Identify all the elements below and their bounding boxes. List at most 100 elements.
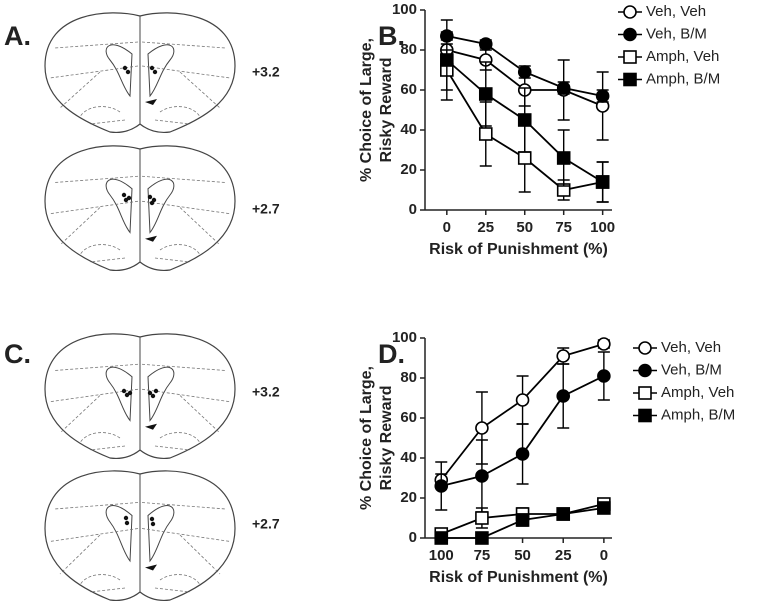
marker [556, 81, 571, 95]
legend-label: Veh, B/M [646, 25, 707, 42]
marker [475, 531, 489, 545]
infusion-site [126, 195, 132, 201]
y-tick-label: 100 [392, 329, 417, 346]
anatomy-line [79, 106, 126, 125]
accumbens-mark [145, 423, 157, 430]
ventricle [147, 366, 175, 422]
panel-label: A. [4, 21, 31, 51]
marker [556, 507, 571, 521]
marker [475, 421, 489, 435]
coordinate-label: +2.7 [252, 201, 280, 217]
y-tick-label: 20 [400, 489, 417, 506]
marker [478, 37, 493, 51]
infusion-site [125, 69, 131, 75]
ventricle [105, 366, 133, 422]
marker [515, 447, 530, 461]
y-tick-label: 80 [400, 41, 417, 58]
coordinate-label: +2.7 [252, 516, 280, 532]
y-axis-label: % Choice of Large, [358, 38, 375, 182]
y-tick-label: 20 [400, 161, 417, 178]
infusion-site [121, 192, 127, 198]
legend-marker [623, 27, 637, 42]
legend-marker [623, 50, 637, 64]
marker [440, 53, 454, 67]
marker [478, 127, 493, 141]
coordinate-label: +3.2 [252, 64, 280, 80]
anatomy-line [141, 363, 231, 434]
y-tick-label: 60 [400, 409, 417, 426]
marker [515, 393, 530, 407]
infusion-site [150, 393, 156, 399]
marker [556, 389, 571, 403]
marker [475, 511, 489, 525]
infusion-site [149, 65, 155, 71]
anatomy-line [154, 106, 201, 125]
anatomy-line [49, 502, 139, 575]
y-axis-label: Risky Reward [378, 58, 395, 163]
legend-label: Amph, B/M [646, 70, 720, 87]
legend-label: Amph, Veh [646, 48, 719, 65]
x-tick-label: 25 [555, 547, 572, 564]
x-tick-label: 50 [516, 219, 533, 236]
legend-marker [638, 386, 652, 400]
infusion-site [121, 388, 127, 394]
marker [517, 151, 532, 165]
marker [556, 349, 571, 363]
anatomy-line [49, 41, 139, 109]
x-tick-label: 0 [600, 547, 608, 564]
anatomy-line [154, 574, 201, 593]
legend-marker [638, 363, 652, 378]
legend-label: Amph, Veh [661, 384, 734, 401]
anatomy-line [141, 175, 231, 246]
infusion-site [127, 390, 133, 396]
legend-marker [623, 72, 637, 87]
anatomy-line [154, 244, 201, 263]
infusion-site [153, 388, 159, 394]
infusion-site [149, 200, 155, 206]
accumbens-mark [145, 99, 157, 105]
y-tick-label: 0 [409, 201, 417, 218]
marker [597, 369, 611, 383]
infusion-site [147, 390, 153, 396]
marker [515, 513, 530, 527]
legend-marker [623, 5, 637, 19]
marker [597, 501, 611, 515]
infusion-site [123, 515, 129, 521]
ventricle [147, 505, 175, 563]
x-tick-label: 100 [429, 547, 454, 564]
accumbens-mark [145, 564, 157, 571]
marker [597, 337, 611, 351]
infusion-site [124, 520, 130, 526]
ventricle [147, 44, 175, 98]
accumbens-mark [145, 235, 157, 242]
marker [434, 479, 449, 493]
legend-label: Veh, B/M [661, 361, 722, 378]
x-tick-label: 100 [590, 219, 615, 236]
anatomy-line [49, 175, 139, 246]
infusion-site [147, 194, 153, 200]
ventricle [147, 178, 175, 234]
marker [595, 175, 610, 189]
x-tick-label: 0 [443, 219, 451, 236]
panel-label: C. [4, 339, 31, 369]
anatomy-line [49, 363, 139, 434]
anatomy-line [154, 432, 201, 451]
x-tick-label: 75 [474, 547, 491, 564]
x-tick-label: 75 [555, 219, 572, 236]
marker [517, 65, 532, 79]
infusion-site [152, 69, 158, 75]
marker [595, 89, 610, 103]
y-tick-label: 60 [400, 81, 417, 98]
panel-label: D. [378, 339, 405, 369]
y-axis-label: % Choice of Large, [358, 366, 375, 510]
anatomy-line [79, 574, 126, 593]
marker [556, 151, 571, 165]
y-axis-label: Risky Reward [378, 386, 395, 491]
anatomy-line [141, 502, 231, 575]
y-tick-label: 0 [409, 529, 417, 546]
ventricle [105, 44, 133, 98]
x-tick-label: 50 [514, 547, 531, 564]
legend-label: Veh, Veh [661, 339, 721, 356]
y-tick-label: 100 [392, 1, 417, 18]
panel-label: B. [378, 21, 405, 51]
